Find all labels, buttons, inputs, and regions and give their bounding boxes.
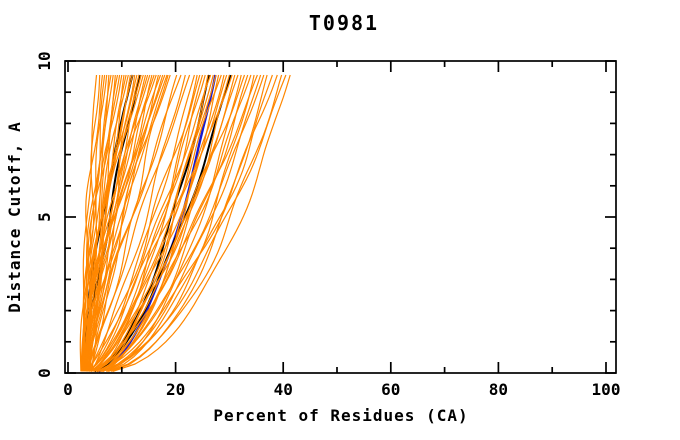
highlight-blue-curves xyxy=(98,74,217,373)
prediction-curve xyxy=(90,74,258,372)
prediction-curve xyxy=(84,74,114,372)
prediction-curve xyxy=(91,74,186,372)
x-tick-label: 100 xyxy=(592,380,621,399)
x-tick-label: 20 xyxy=(166,380,185,399)
prediction-curve xyxy=(83,74,182,372)
prediction-curve xyxy=(85,74,212,372)
prediction-curve xyxy=(102,74,220,372)
prediction-curve xyxy=(90,74,246,372)
prediction-curve xyxy=(97,74,278,372)
prediction-curve xyxy=(100,74,287,372)
prediction-curve xyxy=(93,74,239,372)
prediction-curve xyxy=(110,74,268,372)
prediction-curve xyxy=(86,74,178,372)
prediction-curve xyxy=(91,74,217,372)
plot-frame xyxy=(64,60,617,374)
prediction-curve xyxy=(90,74,228,372)
prediction-curve xyxy=(89,74,206,372)
prediction-curve xyxy=(82,74,166,372)
prediction-curve xyxy=(85,74,168,372)
x-axis-label: Percent of Residues (CA) xyxy=(213,406,468,425)
prediction-curve xyxy=(84,74,171,372)
highlight-blue-curve xyxy=(98,74,217,373)
prediction-curve xyxy=(86,74,201,372)
prediction-curve xyxy=(88,74,222,372)
prediction-curve xyxy=(82,74,144,372)
y-tick-label: 0 xyxy=(35,368,54,378)
y-axis-label: Distance Cutoff, A xyxy=(5,121,24,312)
prediction-curve xyxy=(88,74,233,372)
x-tick-label: 40 xyxy=(274,380,293,399)
prediction-curve xyxy=(98,74,249,372)
prediction-curve xyxy=(83,74,162,372)
prediction-curve xyxy=(101,74,262,372)
y-tick-label: 5 xyxy=(35,212,54,222)
prediction-ensemble-curves xyxy=(79,74,291,372)
tick-labels: 0 20 40 60 80 100 0 5 10 xyxy=(35,51,620,399)
prediction-curve xyxy=(93,74,252,372)
prediction-curve xyxy=(96,74,265,372)
prediction-curve xyxy=(106,74,255,372)
prediction-curve xyxy=(92,74,204,372)
y-tick-label: 10 xyxy=(35,51,54,70)
prediction-curve xyxy=(112,74,291,372)
x-tick-label: 60 xyxy=(381,380,400,399)
prediction-curve xyxy=(79,74,103,372)
prediction-curve xyxy=(85,74,191,372)
x-tick-label: 0 xyxy=(63,380,73,399)
prediction-curve xyxy=(83,74,151,372)
x-tick-label: 80 xyxy=(489,380,508,399)
chart-title: T0981 xyxy=(309,11,379,35)
